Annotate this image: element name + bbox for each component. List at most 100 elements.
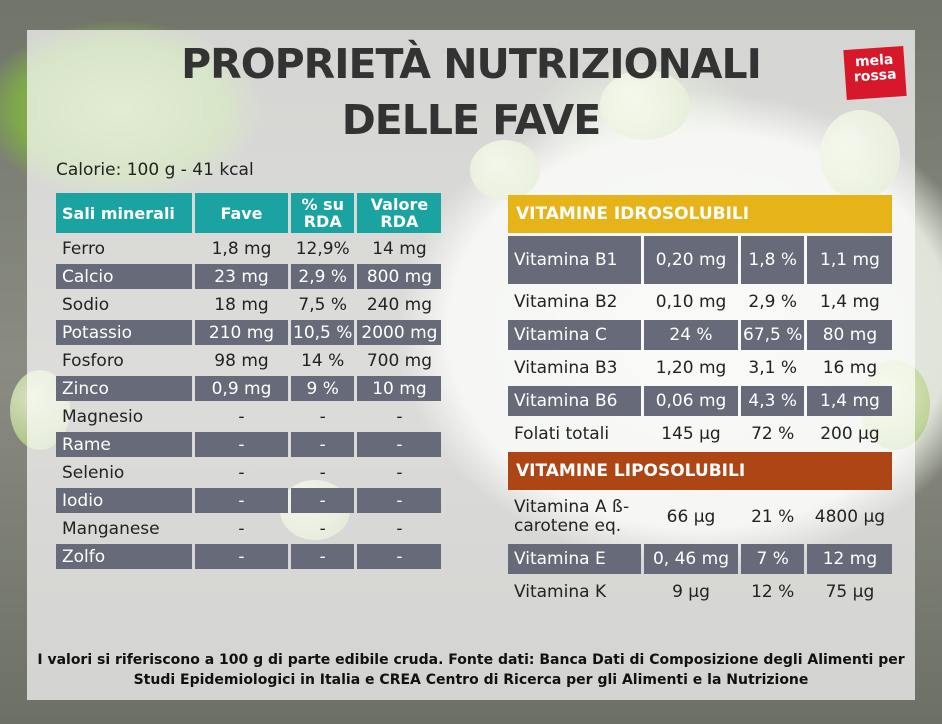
table-cell: Manganese xyxy=(62,518,160,539)
table-cell: - xyxy=(319,462,326,483)
table-cell: 210 mg xyxy=(195,320,288,345)
table-cell: 67,5 % xyxy=(741,320,805,350)
content-panel xyxy=(27,30,915,700)
table-cell: 12,9% xyxy=(295,238,350,259)
table-cell: 0,20 mg xyxy=(644,236,738,284)
table-cell: - xyxy=(238,462,245,483)
table-cell: - xyxy=(291,432,355,457)
table-cell: - xyxy=(291,544,355,569)
table-cell: 1,20 mg xyxy=(655,358,727,378)
table-cell: 0,10 mg xyxy=(655,292,727,312)
minerals-header-row: Sali minerali Fave % su RDA Valore RDA xyxy=(56,193,442,233)
table-cell: - xyxy=(195,544,288,569)
table-cell: 16 mg xyxy=(822,358,878,378)
table-row: Vitamina K 9 µg 12 % 75 µg xyxy=(508,577,892,607)
table-cell: 2,9 % xyxy=(291,264,355,289)
table-cell: Vitamina B6 xyxy=(508,386,641,416)
table-cell: 800 mg xyxy=(357,264,442,289)
table-row: Vitamina C 24 % 67,5 % 80 mg xyxy=(508,320,893,350)
table-row: Fosforo 98 mg 14 % 700 mg xyxy=(56,348,441,373)
table-cell: 0, 46 mg xyxy=(644,544,738,574)
vitamins-table: VITAMINE IDROSOLUBILI Vitamina B1 0,20 mg 1… xyxy=(505,192,895,610)
table-row: Magnesio - - - xyxy=(56,404,441,429)
table-cell: 12 % xyxy=(751,582,795,602)
table-cell: 240 mg xyxy=(366,294,433,315)
table-cell: Iodio xyxy=(56,488,192,513)
table-cell: Vitamina B1 xyxy=(508,236,641,284)
column-header: Fave xyxy=(195,193,288,233)
table-cell: 0,06 mg xyxy=(644,386,738,416)
table-cell: 7 % xyxy=(741,544,805,574)
table-cell: 21 % xyxy=(751,507,795,527)
table-row: Vitamina E 0, 46 mg 7 % 12 mg xyxy=(508,544,893,574)
table-row: Selenio - - - xyxy=(56,460,441,485)
table-cell: Sodio xyxy=(62,294,110,315)
table-cell: - xyxy=(357,432,442,457)
table-cell: Vitamina E xyxy=(508,544,641,574)
table-cell: 700 mg xyxy=(366,350,433,371)
source-note-line1: I valori si riferiscono a 100 g di parte… xyxy=(37,652,905,668)
table-cell: 66 µg xyxy=(666,507,716,527)
table-cell: - xyxy=(357,544,442,569)
table-row: Ferro 1,8 mg 12,9% 14 mg xyxy=(56,236,441,261)
table-cell: 9 µg xyxy=(672,582,710,602)
table-row: Folati totali 145 µg 72 % 200 µg xyxy=(508,419,892,449)
page-title-line2: DELLE FAVE xyxy=(341,96,602,144)
table-cell: 4,3 % xyxy=(741,386,805,416)
table-cell: Vitamina B2 xyxy=(514,292,618,312)
table-row: Vitamina B3 1,20 mg 3,1 % 16 mg xyxy=(508,353,892,383)
table-cell: Vitamina B3 xyxy=(514,358,618,378)
table-cell: - xyxy=(396,462,403,483)
table-cell: Rame xyxy=(56,432,192,457)
section-header: VITAMINE LIPOSOLUBILI xyxy=(508,452,893,490)
table-row: Vitamina B1 0,20 mg 1,8 % 1,1 mg xyxy=(508,236,893,284)
table-cell: - xyxy=(319,406,326,427)
table-cell: - xyxy=(291,488,355,513)
table-cell: 75 µg xyxy=(825,582,875,602)
table-cell: - xyxy=(319,518,326,539)
table-cell: 1,4 mg xyxy=(820,292,880,312)
table-row: Iodio - - - xyxy=(56,488,442,513)
table-cell: Magnesio xyxy=(62,406,144,427)
table-cell: Zinco xyxy=(56,376,192,401)
section-header: VITAMINE IDROSOLUBILI xyxy=(508,195,893,233)
table-cell: Fosforo xyxy=(62,350,124,371)
table-cell: 145 µg xyxy=(661,424,721,444)
table-cell: 18 mg xyxy=(214,294,269,315)
calories-label: Calorie: 100 g - 41 kcal xyxy=(56,160,254,180)
table-cell: 1,4 mg xyxy=(807,386,893,416)
table-cell: 1,8 mg xyxy=(211,238,272,259)
table-cell: Vitamina C xyxy=(508,320,641,350)
table-row: Sodio 18 mg 7,5 % 240 mg xyxy=(56,292,441,317)
table-cell: 72 % xyxy=(751,424,795,444)
source-note-line2: Studi Epidemiologici in Italia e CREA Ce… xyxy=(133,672,809,688)
table-cell: 98 mg xyxy=(214,350,269,371)
table-row: Potassio 210 mg 10,5 % 2000 mg xyxy=(56,320,442,345)
table-row: Manganese - - - xyxy=(56,516,441,541)
table-cell: - xyxy=(396,406,403,427)
table-cell: Zolfo xyxy=(56,544,192,569)
section-header-row: VITAMINE IDROSOLUBILI xyxy=(508,195,893,233)
table-cell: Potassio xyxy=(56,320,192,345)
table-cell: Folati totali xyxy=(514,424,610,444)
table-cell: 200 µg xyxy=(820,424,880,444)
table-cell: 24 % xyxy=(644,320,738,350)
table-cell: - xyxy=(396,518,403,539)
table-cell: 2,9 % xyxy=(748,292,797,312)
table-row: Vitamina A ß-carotene eq. 66 µg 21 % 4800 µ… xyxy=(508,493,892,541)
table-cell: 80 mg xyxy=(807,320,893,350)
table-row: Rame - - - xyxy=(56,432,442,457)
table-row: Zolfo - - - xyxy=(56,544,442,569)
table-cell: - xyxy=(195,488,288,513)
table-row: Vitamina B6 0,06 mg 4,3 % 1,4 mg xyxy=(508,386,893,416)
column-header: Valore RDA xyxy=(357,193,442,233)
section-header-row: VITAMINE LIPOSOLUBILI xyxy=(508,452,893,490)
source-note: I valori si riferiscono a 100 g di parte… xyxy=(0,650,942,690)
table-cell: 1,1 mg xyxy=(807,236,893,284)
table-cell: 0,9 mg xyxy=(195,376,288,401)
table-cell: Vitamina A ß-carotene eq. xyxy=(514,497,630,536)
table-cell: - xyxy=(238,406,245,427)
table-cell: 1,8 % xyxy=(741,236,805,284)
table-cell: Ferro xyxy=(62,238,106,259)
table-row: Zinco 0,9 mg 9 % 10 mg xyxy=(56,376,442,401)
